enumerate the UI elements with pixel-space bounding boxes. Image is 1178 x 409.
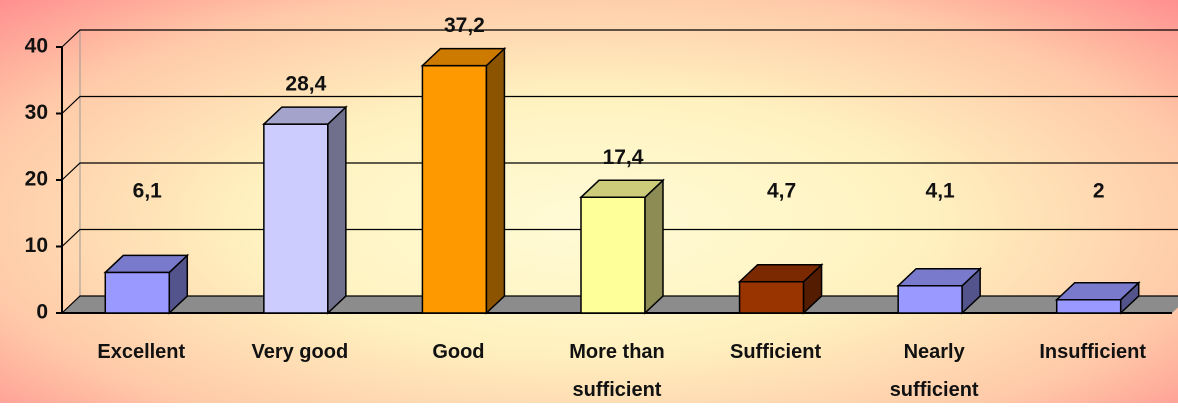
- grid-line: [61, 228, 1178, 247]
- data-label: 4,1: [926, 180, 956, 203]
- x-tick-label: Good: [432, 341, 485, 363]
- data-label: 28,4: [285, 73, 326, 96]
- data-label: 2: [1093, 180, 1105, 203]
- y-tick-label: 0: [36, 301, 48, 324]
- x-tick-label: Nearly sufficient: [889, 341, 979, 401]
- bar: [420, 46, 507, 315]
- grid-line: [61, 162, 1178, 181]
- grid-line: [61, 95, 1178, 114]
- x-tick-label: Sufficient: [730, 341, 822, 363]
- x-tick-label: Excellent: [97, 341, 186, 363]
- data-label: 4,7: [767, 180, 796, 203]
- x-tick-label: Insufficient: [1039, 341, 1147, 363]
- data-label: 37,2: [444, 14, 485, 37]
- data-label: 17,4: [603, 146, 644, 169]
- y-tick-label: 40: [25, 35, 48, 58]
- data-label: 6,1: [133, 180, 163, 203]
- bar: [896, 266, 983, 315]
- bar: [579, 178, 665, 315]
- bar: [1054, 280, 1141, 315]
- y-tick-label: 30: [25, 101, 48, 124]
- x-tick-label: More than sufficient: [569, 341, 665, 401]
- y-tick-label: 10: [25, 234, 48, 257]
- bar: [737, 263, 824, 315]
- grid-line: [61, 29, 1178, 48]
- x-tick-label: Very good: [251, 341, 349, 363]
- y-tick-label: 20: [25, 168, 48, 191]
- bar: [103, 253, 190, 315]
- bar: [261, 105, 348, 315]
